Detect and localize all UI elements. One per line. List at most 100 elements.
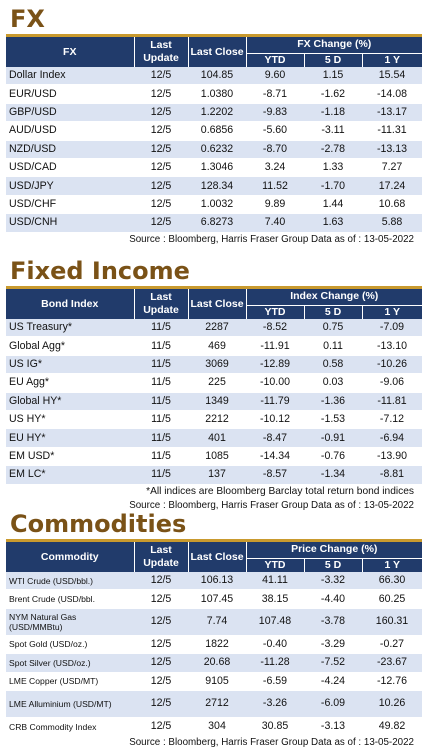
cell-d5: -1.62 — [304, 84, 362, 104]
cell-y1: 10.26 — [362, 690, 422, 718]
fixed-income-header-close: Last Close — [188, 289, 247, 319]
cell-y1: 160.31 — [362, 608, 422, 636]
table-row: NYM Natural Gas (USD/MMBtu) 12/5 7.74 107.4… — [6, 608, 422, 636]
fx-title: FX — [10, 5, 45, 33]
cell-y1: -13.13 — [362, 140, 423, 159]
cell-update: 11/5 — [134, 355, 188, 375]
cell-d5: -1.36 — [304, 392, 362, 411]
cell-close: 2287 — [188, 319, 246, 338]
cell-update: 12/5 — [134, 608, 188, 636]
cell-y1: 5.88 — [362, 213, 423, 233]
cell-d5: 1.15 — [304, 67, 362, 86]
cell-close: 469 — [188, 336, 246, 356]
table-row: US Treasury* 11/5 2287 -8.52 0.75 -7.09 — [6, 319, 422, 338]
cell-d5: 0.58 — [304, 355, 362, 375]
commodities-title-rule — [6, 539, 422, 542]
table-row: USD/CAD 12/5 1.3046 3.24 1.33 7.27 — [6, 158, 423, 178]
cell-y1: -12.76 — [362, 672, 422, 691]
cell-y1: -23.67 — [362, 653, 422, 673]
commodities-table: Commodity Last Update Last Close Price C… — [6, 542, 422, 737]
cell-name: Global Agg* — [6, 336, 134, 356]
cell-name: LME Copper (USD/MT) — [6, 672, 134, 691]
cell-ytd: 41.11 — [246, 572, 304, 591]
fixed-income-note: *All indices are Bloomberg Barclay total… — [146, 485, 414, 497]
commodities-rows: WTI Crude (USD/bbl.) 12/5 106.13 41.11 -3.32… — [6, 572, 422, 737]
cell-d5: -3.11 — [304, 121, 362, 141]
cell-d5: -3.13 — [304, 717, 362, 737]
table-row: EU HY* 11/5 401 -8.47 -0.91 -6.94 — [6, 428, 422, 448]
cell-d5: 0.11 — [304, 336, 362, 356]
cell-update: 11/5 — [134, 410, 188, 430]
table-row: USD/CNH 12/5 6.8273 7.40 1.63 5.88 — [6, 213, 423, 233]
table-row: Spot Gold (USD/oz.) 12/5 1822 -0.40 -3.29 -0.… — [6, 635, 422, 655]
cell-close: 1.3046 — [188, 158, 246, 178]
cell-close: 3069 — [188, 355, 246, 375]
cell-close: 225 — [188, 373, 246, 393]
cell-y1: -9.06 — [362, 373, 422, 393]
cell-d5: -7.52 — [304, 653, 362, 673]
table-row: EUR/USD 12/5 1.0380 -8.71 -1.62 -14.08 — [6, 84, 423, 104]
fx-rows: Dollar Index 12/5 104.85 9.60 1.15 15.54 EUR/U… — [6, 67, 423, 233]
cell-y1: 66.30 — [362, 572, 422, 591]
cell-close: 304 — [188, 717, 246, 737]
cell-ytd: -5.60 — [246, 121, 304, 141]
fixed-income-source: Source : Bloomberg, Harris Fraser Group … — [129, 499, 414, 511]
cell-update: 12/5 — [134, 103, 188, 123]
fx-source: Source : Bloomberg, Harris Fraser Group … — [129, 233, 414, 245]
cell-close: 1.0032 — [188, 195, 246, 215]
cell-name: USD/CHF — [6, 195, 134, 215]
cell-update: 11/5 — [134, 465, 188, 485]
cell-update: 11/5 — [134, 373, 188, 393]
cell-name: USD/JPY — [6, 176, 134, 196]
cell-update: 12/5 — [134, 717, 188, 737]
table-row: WTI Crude (USD/bbl.) 12/5 106.13 41.11 -3.32… — [6, 572, 422, 591]
cell-update: 12/5 — [134, 67, 188, 86]
table-row: EM LC* 11/5 137 -8.57 -1.34 -8.81 — [6, 465, 422, 485]
cell-name: NZD/USD — [6, 140, 134, 159]
fx-header-update: Last Update — [134, 37, 189, 67]
cell-close: 104.85 — [188, 67, 246, 86]
cell-ytd: 107.48 — [246, 608, 304, 636]
cell-ytd: -8.47 — [246, 428, 304, 448]
fixed-income-table: Bond Index Last Update Last Close Index … — [6, 289, 422, 485]
cell-close: 137 — [188, 465, 246, 485]
commodities-header-update: Last Update — [134, 542, 189, 572]
cell-y1: -13.90 — [362, 447, 422, 467]
table-row: EU Agg* 11/5 225 -10.00 0.03 -9.06 — [6, 373, 422, 393]
commodities-title: Commodities — [10, 510, 187, 538]
cell-d5: 0.75 — [304, 319, 362, 338]
cell-d5: 0.03 — [304, 373, 362, 393]
cell-d5: -4.40 — [304, 589, 362, 609]
cell-y1: 10.68 — [362, 195, 423, 215]
commodities-header-1y: 1 Y — [362, 558, 422, 572]
fixed-income-rows: US Treasury* 11/5 2287 -8.52 0.75 -7.09 Global… — [6, 319, 422, 485]
cell-d5: 1.44 — [304, 195, 362, 215]
table-row: Brent Crude (USD/bbl. 12/5 107.45 38.15 -4.4… — [6, 589, 422, 609]
cell-d5: -4.24 — [304, 672, 362, 691]
cell-close: 1822 — [188, 635, 246, 655]
cell-ytd: 9.60 — [246, 67, 304, 86]
cell-close: 20.68 — [188, 653, 246, 673]
cell-update: 12/5 — [134, 690, 188, 718]
cell-name: EUR/USD — [6, 84, 134, 104]
table-row: EM USD* 11/5 1085 -14.34 -0.76 -13.90 — [6, 447, 422, 467]
cell-name: NYM Natural Gas (USD/MMBtu) — [6, 608, 134, 636]
cell-name: LME Alluminium (USD/MT) — [6, 690, 134, 718]
cell-d5: -1.18 — [304, 103, 362, 123]
cell-ytd: 3.24 — [246, 158, 304, 178]
fixed-income-section: Fixed Income Bond Index Last Update Last… — [6, 258, 422, 512]
cell-name: US Treasury* — [6, 319, 134, 338]
table-row: Spot Silver (USD/oz.) 12/5 20.68 -11.28 -7.5… — [6, 653, 422, 673]
cell-ytd: -14.34 — [246, 447, 304, 467]
cell-d5: -3.78 — [304, 608, 362, 636]
cell-update: 12/5 — [134, 158, 188, 178]
cell-y1: 49.82 — [362, 717, 422, 737]
cell-ytd: 30.85 — [246, 717, 304, 737]
cell-ytd: -12.89 — [246, 355, 304, 375]
fx-table: FX Last Update Last Close FX Change (%) … — [6, 37, 423, 233]
cell-name: Spot Silver (USD/oz.) — [6, 653, 134, 673]
cell-close: 9105 — [188, 672, 246, 691]
cell-update: 12/5 — [134, 140, 188, 159]
table-row: Dollar Index 12/5 104.85 9.60 1.15 15.54 — [6, 67, 423, 86]
cell-d5: -0.76 — [304, 447, 362, 467]
